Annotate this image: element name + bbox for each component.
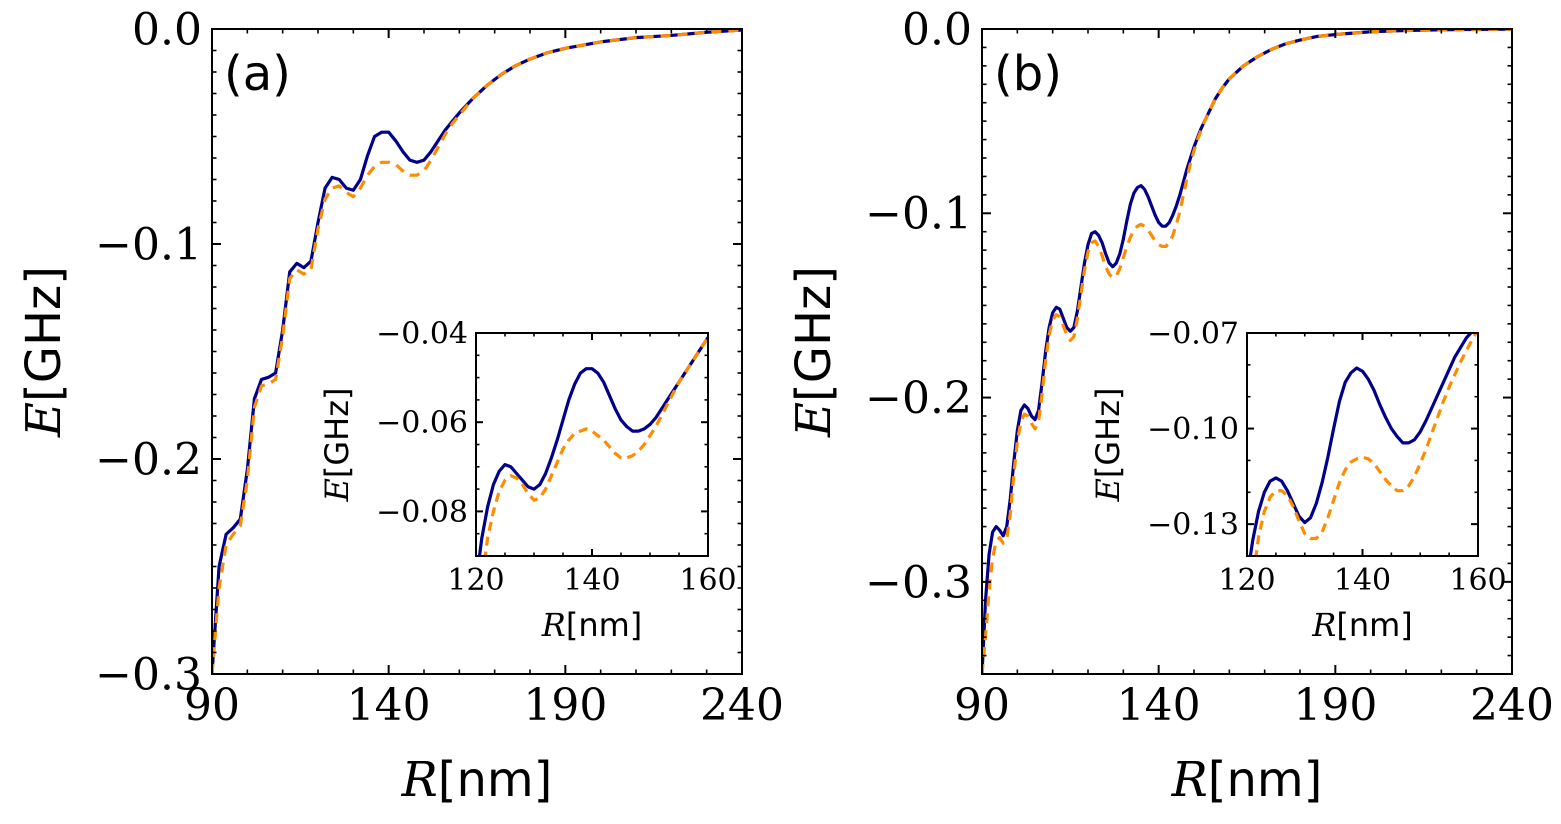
solid-series-line [477,336,708,556]
x-tick-label: 90 [184,680,240,731]
y-tick-label: −0.10 [1147,412,1239,447]
y-axis-label-unit: [GHz] [318,388,356,479]
panel-a-inset-axes: 120 140 160 −0.04 −0.06 −0.08 R[nm] E[GHz] [318,317,737,645]
x-axis-label-unit: [nm] [438,752,553,808]
y-axis-label: E[GHz] [786,266,842,438]
x-tick-label: 160 [679,563,736,598]
x-tick-label: 140 [1334,563,1391,598]
x-tick-label: 190 [523,680,607,731]
x-tick-label: 190 [1293,680,1377,731]
dashed-series-line [212,29,742,674]
x-axis-label: R[nm] [1311,606,1413,644]
y-tick-label: −0.3 [95,649,202,700]
y-axis-label: E[GHz] [16,266,72,438]
x-tick-label: 90 [954,680,1010,731]
y-tick-label: −0.2 [95,434,202,485]
y-tick-label: −0.06 [376,406,468,441]
x-axis-label-symbol: R [541,606,566,644]
y-tick-label: 0.0 [902,4,972,55]
x-axis-label-unit: [nm] [1208,752,1323,808]
x-axis-label-unit: [nm] [566,606,642,644]
y-axis-label-unit: [GHz] [16,266,72,402]
x-axis-label-unit: [nm] [1336,606,1412,644]
panel-label: (a) [224,46,291,102]
x-axis-label-symbol: R [401,752,438,808]
y-axis-label-unit: [GHz] [786,266,842,402]
axes-frame [981,28,1513,675]
y-tick-label: −0.2 [865,373,972,424]
x-axis-label: R[nm] [541,606,643,644]
x-tick-label: 240 [700,680,784,731]
x-tick-label: 140 [347,680,431,731]
x-axis-label: R[nm] [1171,752,1323,808]
dashed-series-line [483,336,708,556]
y-tick-label: −0.13 [1147,508,1239,543]
y-tick-label: −0.1 [95,219,202,270]
x-tick-label: 120 [447,563,504,598]
y-tick-label: −0.08 [376,495,468,530]
y-tick-label: −0.04 [376,317,468,352]
y-tick-label: 0.0 [132,4,202,55]
x-tick-label: 160 [1449,563,1506,598]
y-tick-label: −0.3 [865,557,972,608]
y-axis-label-symbol: E [786,402,842,438]
y-axis-label: E[GHz] [318,388,356,503]
panel-label: (b) [994,46,1062,102]
y-axis-label-unit: [GHz] [1089,388,1127,479]
y-axis-label: E[GHz] [1089,388,1127,503]
y-tick-label: −0.1 [865,189,972,240]
y-tick-label: −0.07 [1147,317,1239,352]
x-tick-label: 140 [563,563,620,598]
x-tick-label: 240 [1470,680,1554,731]
x-tick-label: 120 [1218,563,1275,598]
inset-background [1247,333,1478,556]
x-axis-label-symbol: R [1311,606,1336,644]
x-tick-label: 140 [1117,680,1201,731]
x-axis-label-symbol: R [1171,752,1208,808]
y-axis-label-symbol: E [1089,478,1127,502]
inset-background [476,333,708,556]
panel-b-inset-axes: 120 140 160 −0.07 −0.10 −0.13 R[nm] E[GHz] [1089,317,1507,645]
y-axis-label-symbol: E [318,478,356,502]
x-axis-label: R[nm] [401,752,553,808]
dashed-series-line [982,29,1512,674]
solid-series-line [1248,333,1473,556]
dashed-series-line [1254,333,1478,556]
y-axis-label-symbol: E [16,402,72,438]
